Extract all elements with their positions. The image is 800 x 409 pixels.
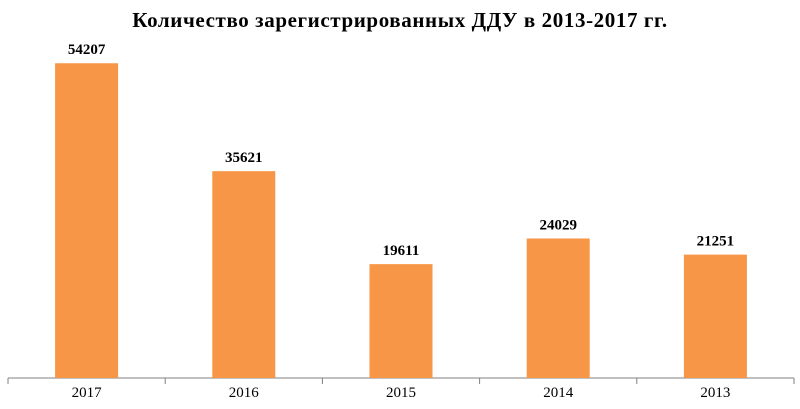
chart-title: Количество зарегистрированных ДДУ в 2013… <box>132 8 668 32</box>
data-label-2016: 35621 <box>225 150 263 166</box>
bar-2013 <box>683 254 747 378</box>
x-tick-label-2016: 2016 <box>229 385 260 401</box>
x-tick-label-2017: 2017 <box>72 385 103 401</box>
x-tick-label-2015: 2015 <box>386 385 416 401</box>
data-label-2017: 54207 <box>68 42 106 58</box>
data-label-2015: 19611 <box>383 243 420 259</box>
bar-2015 <box>369 264 433 378</box>
data-label-2014: 24029 <box>539 217 577 233</box>
x-tick-label-2014: 2014 <box>543 385 574 401</box>
bar-2017 <box>55 63 119 379</box>
bar-2016 <box>212 171 276 378</box>
data-label-2013: 21251 <box>697 234 735 250</box>
x-tick-label-2013: 2013 <box>700 385 730 401</box>
bar-2014 <box>526 238 590 378</box>
